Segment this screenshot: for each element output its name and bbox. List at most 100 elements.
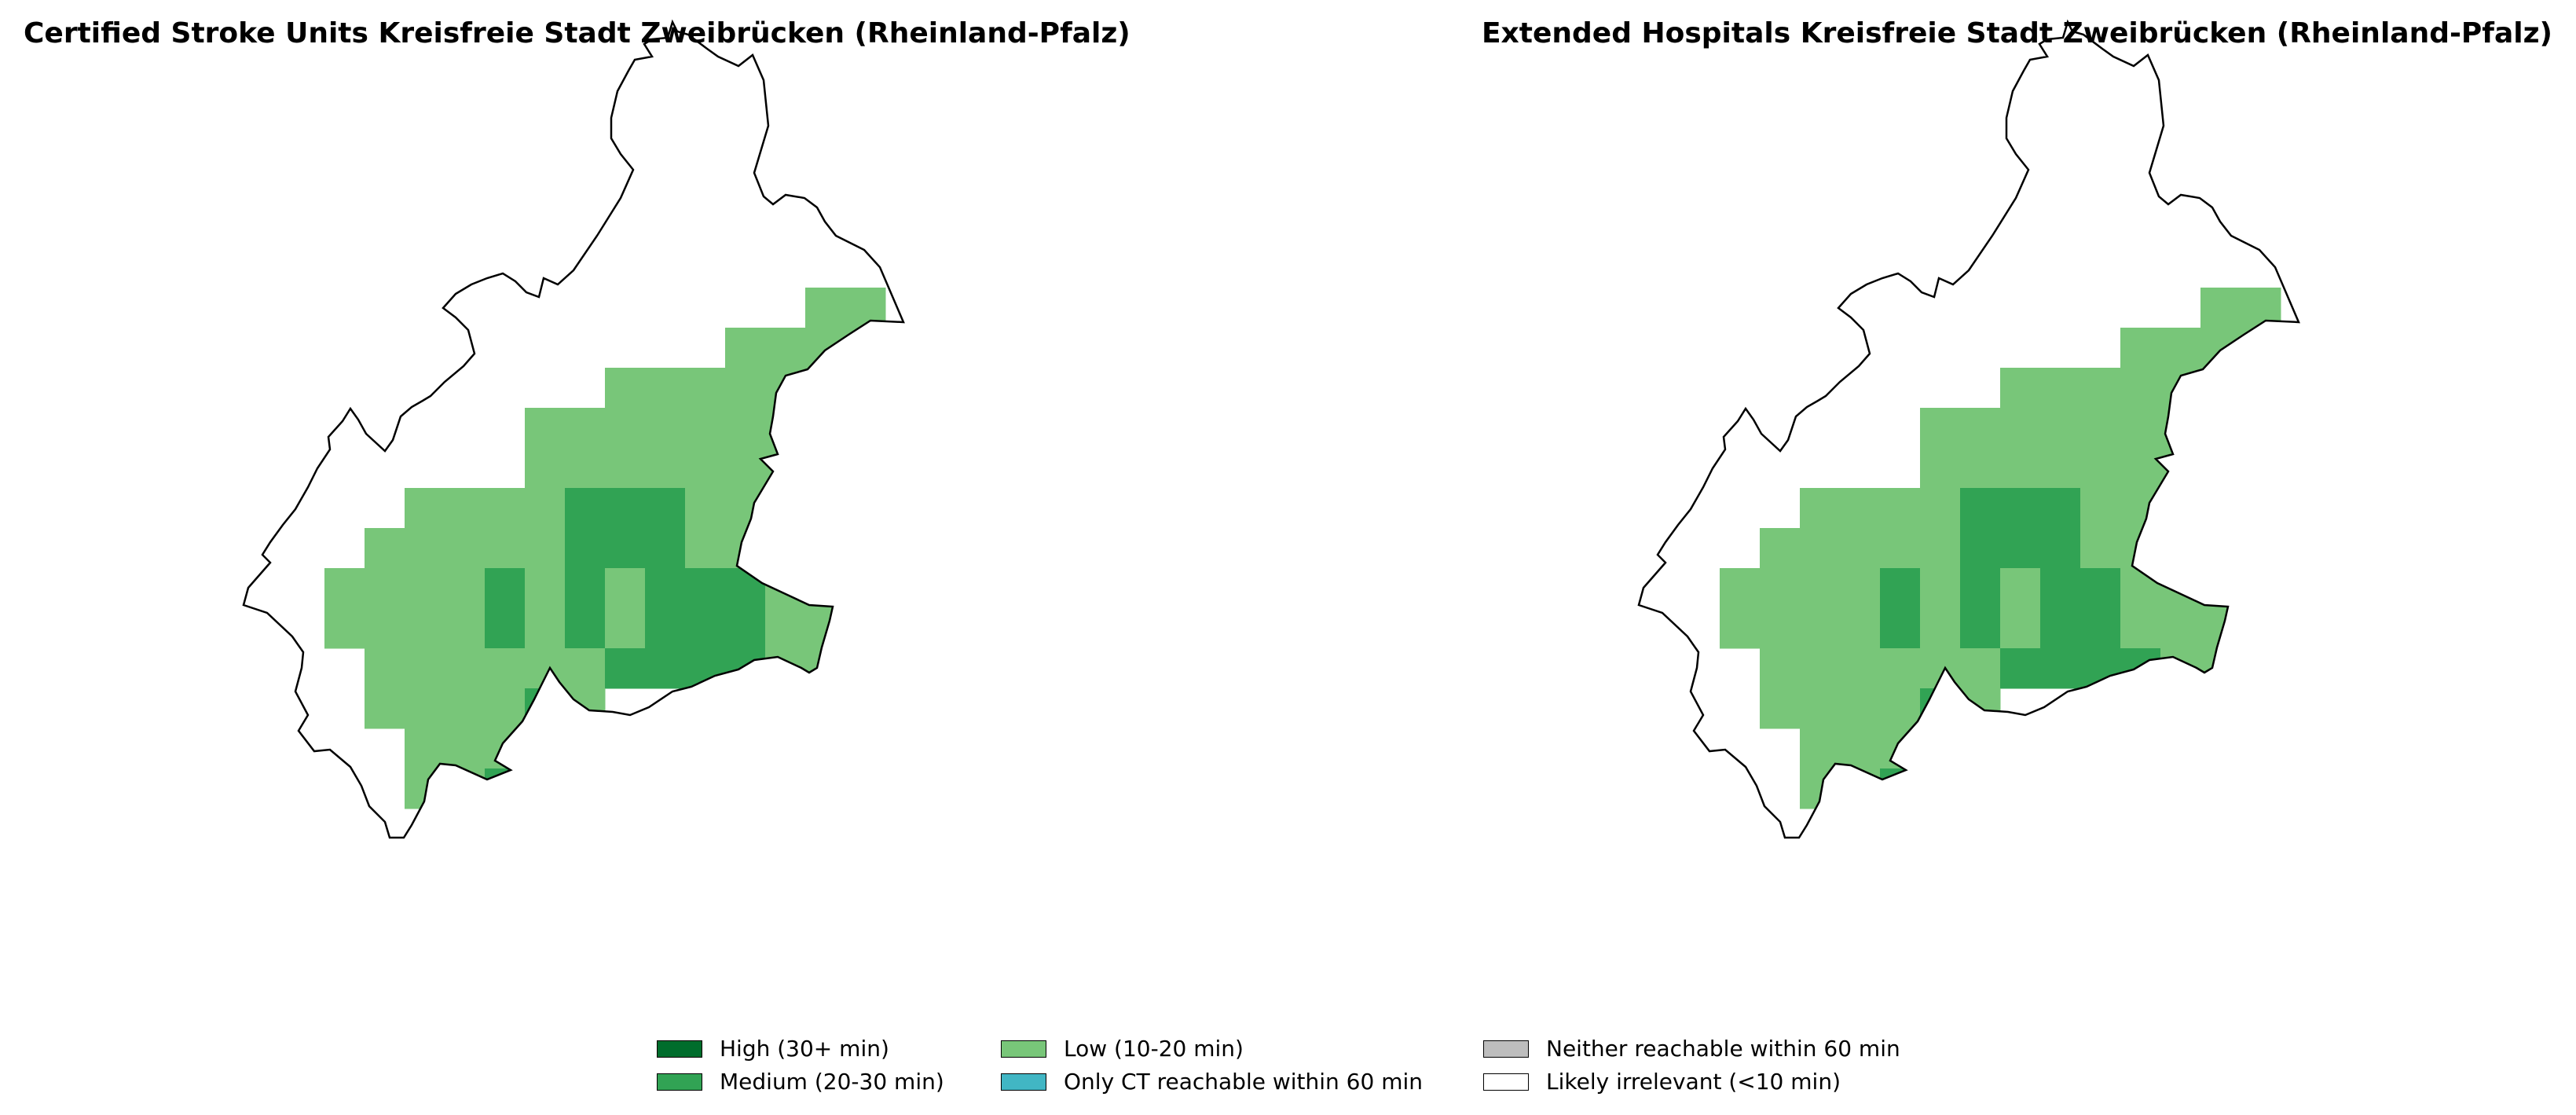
right-map [1637,19,2362,839]
left-map-cell-medium [565,528,606,569]
right-map-cell-low [2040,408,2081,449]
right-map-cell-low [2120,448,2161,489]
left-map-cell-low [485,728,526,769]
left-map-cell-medium [485,768,526,809]
left-map-cell-low [445,608,486,649]
left-map-cell-low [405,608,445,649]
right-map-cell-low [2120,408,2161,449]
left-map-cell-low [645,448,686,489]
right-map-cell-low [2080,368,2121,409]
left-map-cell-medium [525,728,566,769]
left-map-cell-low [805,648,846,689]
right-map-cell-low [1920,448,1961,489]
right-map-cell-low [1880,648,1921,689]
left-map-cell-low [365,648,405,689]
left-map-cell-low [765,448,806,489]
legend-swatch-neither [1483,1040,1529,1058]
right-map-cell-low [2120,328,2161,369]
left-map-cell-medium [645,528,686,569]
right-map-cell-low [1920,528,1961,569]
right-map-cell-low [1760,608,1801,649]
legend-swatch-irrelevant [1483,1073,1529,1091]
right-map-cell-medium [1960,568,2001,609]
right-map-cell-medium [1920,688,1961,729]
right-map-cell-low [2241,648,2281,689]
right-map-cell-medium [1960,608,2001,649]
left-map-cell-low [605,368,646,409]
right-map-cell-low [2040,448,2081,489]
right-map-cell-low [2200,648,2241,689]
right-map-cell-medium [2080,648,2121,689]
legend-swatch-only-ct [1001,1073,1046,1091]
legend-item-medium: Medium (20-30 min) [657,1069,944,1095]
right-map-cell-medium [2000,488,2041,529]
right-map-cell-low [2160,488,2201,529]
right-map-cell-medium [2080,568,2121,609]
left-map-cell-low [845,608,886,649]
left-map-cell-low [405,528,445,569]
left-map-cell-low [405,768,445,809]
right-map-cell-low [1840,568,1881,609]
left-map-cell-low [685,368,726,409]
left-map-cell-medium [645,568,686,609]
right-map-cell-medium [1880,768,1921,809]
left-map-cell-low [725,688,766,729]
left-map-cell-low [365,608,405,649]
left-map-cell-low [405,648,445,689]
left-map-cell-medium [565,488,606,529]
right-map-cell-low [2160,368,2201,409]
right-map-cell-low [1840,488,1881,529]
right-map-cell-low [1800,648,1841,689]
right-map-cell-low [2120,608,2161,649]
left-map-cell-low [445,568,486,609]
right-map-cell-low [2200,608,2241,649]
left-map-cell-low [605,568,646,609]
left-map-cell-low [485,528,526,569]
right-map-cell-low [1720,608,1761,649]
left-map-cell-medium [645,488,686,529]
right-map-cell-medium [1880,568,1921,609]
left-map-cell-medium [925,648,966,689]
right-map-cell-low [1720,568,1761,609]
left-map-cell-low [365,528,405,569]
left-map-cell-medium [605,648,646,689]
right-map-grid [1720,288,2362,809]
right-map-cell-low [2200,448,2241,489]
left-map-cell-low [805,288,846,328]
right-map-cell-low [2281,648,2299,689]
legend-label-irrelevant: Likely irrelevant (<10 min) [1546,1069,1841,1095]
left-map-cell-low [324,608,365,649]
right-map-cell-medium [2040,488,2081,529]
right-map-cell-low [2160,448,2201,489]
right-map-cell-low [1960,448,2001,489]
right-map-cell-low [2160,608,2201,649]
left-map-title: Certified Stroke Units Kreisfreie Stadt … [24,17,1130,50]
legend-label-low: Low (10-20 min) [1064,1036,1244,1062]
right-map-cell-medium [2080,608,2121,649]
left-map-cell-low [725,368,766,409]
right-map-cell-low [2321,648,2362,689]
right-map-cell-medium [1960,488,2001,529]
left-map-cell-low [605,448,646,489]
legend-item-neither: Neither reachable within 60 min [1483,1036,1900,1062]
right-map-cell-low [1760,528,1801,569]
right-map-cell-low [1760,568,1801,609]
left-map-cell-low [485,488,526,529]
right-map-cell-low [2080,688,2121,729]
left-map-cell-low [725,408,766,449]
left-map-cell-low [565,448,606,489]
right-map-cell-low [2200,528,2241,569]
right-map-title: Extended Hospitals Kreisfreie Stadt Zwei… [1481,17,2552,50]
left-map-cell-medium [685,568,726,609]
right-map-cell-low [2160,648,2201,689]
right-map-cell-low [1960,408,2001,449]
left-map-cell-low [525,608,566,649]
right-map-cell-low [2200,288,2241,328]
left-map-cell-low [765,488,806,529]
right-map-cell-low [1800,768,1841,809]
right-map-cell-low [2040,368,2081,409]
right-map-cell-low [1920,488,1961,529]
left-map-cell-low [324,568,365,609]
right-map-cell-low [1840,528,1881,569]
left-map-cell-low [725,328,766,369]
